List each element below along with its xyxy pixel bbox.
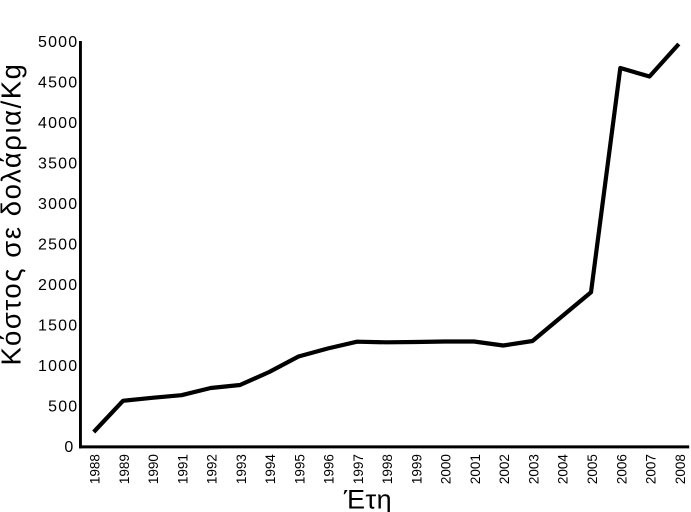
svg-text:1993: 1993 [234, 454, 249, 484]
svg-text:1988: 1988 [88, 454, 103, 484]
svg-text:1992: 1992 [205, 454, 220, 484]
svg-text:2003: 2003 [527, 454, 542, 484]
svg-text:1996: 1996 [322, 454, 337, 484]
svg-text:2000: 2000 [439, 454, 454, 484]
svg-text:2008: 2008 [673, 454, 688, 484]
svg-text:2006: 2006 [614, 454, 629, 484]
svg-text:4000: 4000 [38, 115, 78, 132]
svg-text:1998: 1998 [380, 454, 395, 484]
svg-text:2004: 2004 [556, 454, 571, 485]
svg-text:1994: 1994 [263, 454, 278, 485]
svg-text:1997: 1997 [351, 454, 366, 484]
svg-text:2002: 2002 [497, 454, 512, 484]
svg-text:2001: 2001 [468, 454, 483, 484]
svg-text:2000: 2000 [38, 277, 78, 294]
svg-text:4500: 4500 [38, 74, 78, 91]
svg-text:1999: 1999 [410, 454, 425, 484]
svg-text:5000: 5000 [38, 34, 78, 51]
svg-text:500: 500 [48, 399, 78, 416]
svg-text:1990: 1990 [146, 454, 161, 484]
svg-text:2005: 2005 [585, 454, 600, 484]
svg-text:1500: 1500 [38, 318, 78, 335]
svg-text:2007: 2007 [644, 454, 659, 484]
svg-text:0: 0 [64, 439, 74, 456]
svg-text:1991: 1991 [176, 454, 191, 484]
svg-text:3500: 3500 [38, 155, 78, 172]
svg-text:2500: 2500 [38, 236, 78, 253]
svg-text:Κόστος σε δολάρια/Kg: Κόστος σε δολάρια/Kg [0, 62, 27, 365]
svg-text:1995: 1995 [293, 454, 308, 484]
svg-text:3000: 3000 [38, 196, 78, 213]
svg-text:1000: 1000 [38, 358, 78, 375]
svg-text:1989: 1989 [117, 454, 132, 484]
svg-text:Έτη: Έτη [343, 484, 392, 512]
